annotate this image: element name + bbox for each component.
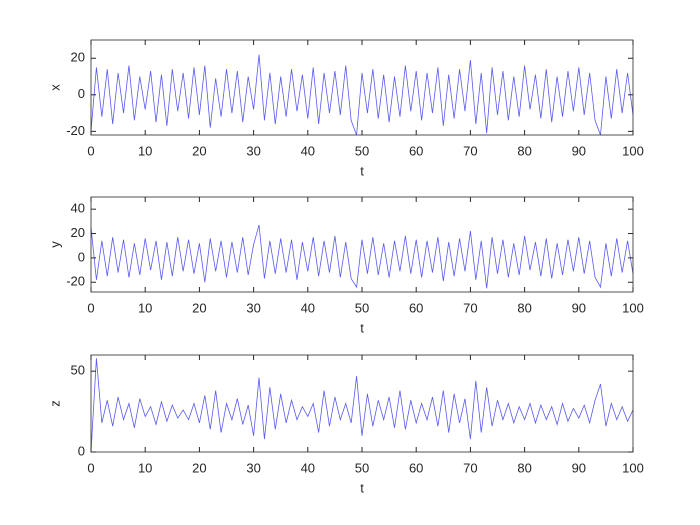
x-tick-label: 20 — [192, 143, 206, 158]
y-tick-label: 50 — [71, 363, 85, 378]
x-tick-label: 70 — [463, 143, 477, 158]
x-tick-label: 50 — [355, 460, 369, 475]
x-tick-label: 90 — [572, 143, 586, 158]
x-tick-label: 90 — [572, 460, 586, 475]
x-tick-label: 80 — [517, 143, 531, 158]
x-tick-label: 30 — [246, 143, 260, 158]
data-line — [90, 224, 634, 289]
x-axis-label: t — [360, 480, 364, 495]
x-tick-label: 40 — [301, 300, 315, 315]
axes-box — [91, 197, 633, 292]
y-tick-label: -20 — [66, 274, 85, 289]
x-tick-label: 0 — [87, 143, 94, 158]
x-tick-label: 0 — [87, 460, 94, 475]
x-tick-label: 40 — [301, 143, 315, 158]
y-tick-label: 40 — [71, 201, 85, 216]
data-line — [90, 358, 634, 453]
data-line — [90, 54, 634, 136]
y-axis-label: z — [47, 400, 62, 407]
x-tick-label: 30 — [246, 300, 260, 315]
x-tick-label: 100 — [622, 300, 644, 315]
y-axis-label: y — [47, 241, 62, 248]
x-tick-label: 80 — [517, 300, 531, 315]
x-tick-label: 10 — [138, 143, 152, 158]
x-tick-label: 50 — [355, 143, 369, 158]
x-tick-label: 0 — [87, 300, 94, 315]
y-tick-label: -20 — [66, 123, 85, 138]
y-tick-label: 0 — [78, 249, 85, 264]
x-tick-label: 70 — [463, 460, 477, 475]
y-axis-label: x — [47, 84, 62, 91]
x-axis-label: t — [360, 320, 364, 335]
x-tick-label: 60 — [409, 300, 423, 315]
x-tick-label: 80 — [517, 460, 531, 475]
x-tick-label: 10 — [138, 460, 152, 475]
x-tick-label: 30 — [246, 460, 260, 475]
axes-box — [91, 355, 633, 452]
x-tick-label: 20 — [192, 460, 206, 475]
y-tick-label: 0 — [78, 86, 85, 101]
x-tick-label: 10 — [138, 300, 152, 315]
y-tick-label: 20 — [71, 225, 85, 240]
x-tick-label: 40 — [301, 460, 315, 475]
x-tick-label: 60 — [409, 460, 423, 475]
x-axis-label: t — [360, 163, 364, 178]
x-tick-label: 100 — [622, 143, 644, 158]
x-tick-label: 100 — [622, 460, 644, 475]
y-tick-label: 0 — [78, 443, 85, 458]
y-tick-label: 20 — [71, 50, 85, 65]
x-tick-label: 60 — [409, 143, 423, 158]
x-tick-label: 20 — [192, 300, 206, 315]
x-tick-label: 90 — [572, 300, 586, 315]
x-tick-label: 50 — [355, 300, 369, 315]
x-tick-label: 70 — [463, 300, 477, 315]
